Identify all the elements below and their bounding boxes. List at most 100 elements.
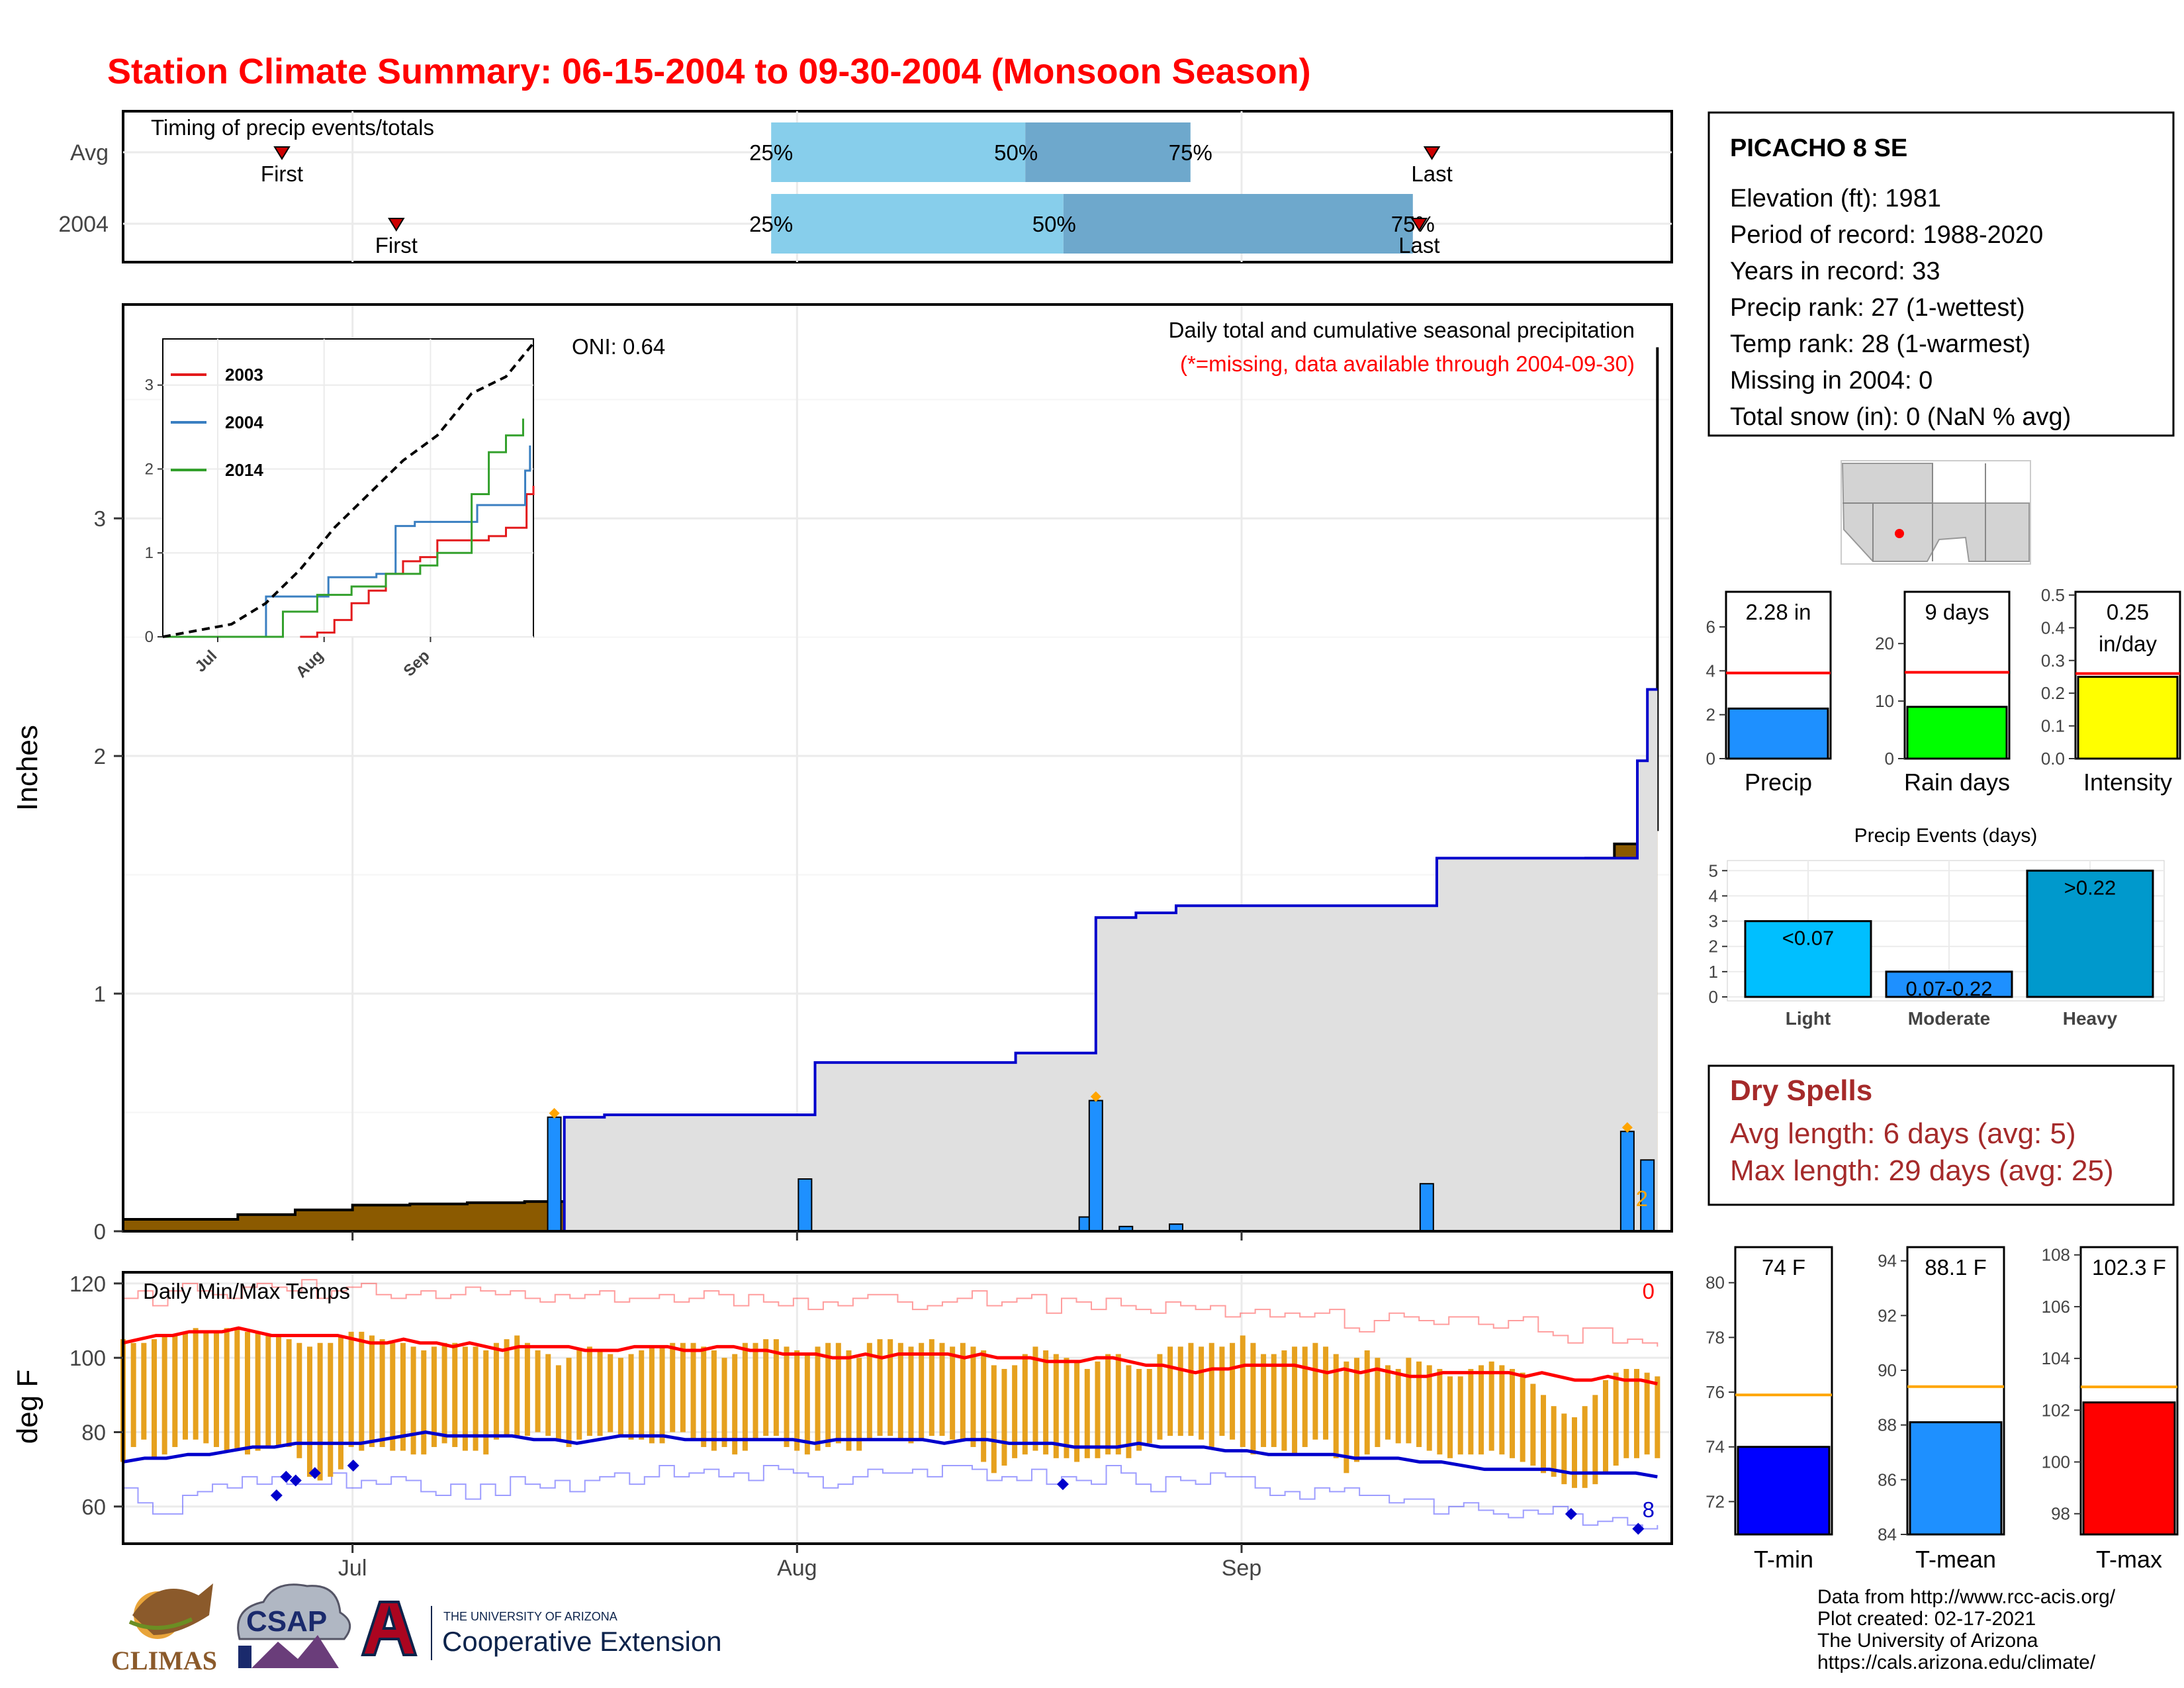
temp-summary-y-tick-label: 80	[1706, 1273, 1725, 1293]
summary-bar-y-tick-label: 20	[1875, 633, 1894, 653]
daily-temp-bar	[1022, 1354, 1028, 1455]
events-bar-light	[1744, 920, 1872, 998]
page-title: Station Climate Summary: 06-15-2004 to 0…	[107, 52, 1311, 91]
ua-logo-big-text: Cooperative Extension	[442, 1626, 722, 1657]
temp-summary-value	[1737, 1446, 1831, 1536]
precip-panel: 0 1 2 3 Daily total and cumulative seasonal…	[11, 303, 1673, 1244]
daily-temp-bar	[1240, 1335, 1246, 1447]
daily-temp-bar	[1001, 1369, 1007, 1466]
inset-legend-label: 2003	[225, 365, 263, 385]
daily-temp-bar	[887, 1339, 893, 1436]
daily-temp-bar	[866, 1342, 872, 1440]
daily-temp-bar	[1572, 1417, 1578, 1488]
events-bar-label: <0.07	[1782, 927, 1834, 950]
temp-summary-bar-t-mean: 88.1 F 84 86 88 90 92 94 T-mean	[1878, 1246, 2005, 1573]
daily-temp-bar	[1530, 1383, 1536, 1466]
summary-bar-y-tick-label: 0.0	[2041, 749, 2065, 769]
summary-bar-value-label: in/day	[2099, 632, 2158, 656]
record-low-marker	[1565, 1508, 1577, 1521]
temp-summary-y-tick-label: 76	[1706, 1382, 1725, 1402]
first-event-label: First	[375, 233, 418, 258]
daily-temp-bar	[1541, 1395, 1547, 1474]
temp-summary-y-tick-label: 72	[1706, 1491, 1725, 1511]
daily-temp-bar	[1468, 1369, 1474, 1455]
daily-temp-bar	[1219, 1346, 1225, 1436]
first-event-marker	[388, 218, 405, 232]
inset-legend-label: 2014	[225, 460, 263, 480]
daily-temp-bar	[919, 1342, 925, 1440]
daily-temp-bar	[213, 1331, 219, 1447]
csap-logo-text: CSAP	[246, 1605, 327, 1638]
temp-panel-frame	[122, 1271, 1673, 1545]
daily-temp-bar	[804, 1354, 810, 1455]
daily-temp-bar	[608, 1354, 614, 1432]
events-bar-heavy	[2026, 869, 2154, 998]
inset-series-2004	[163, 445, 531, 638]
daily-temp-bar	[659, 1346, 665, 1444]
daily-temp-bar	[1230, 1342, 1236, 1440]
precip-panel-title: Daily total and cumulative seasonal prec…	[1169, 318, 1635, 342]
timing-panel: 25% 50% 75% First Last 25% 50% 75% First Last Tim…	[58, 110, 1673, 263]
daily-temp-bar	[493, 1342, 499, 1440]
daily-temp-bar	[784, 1346, 790, 1447]
daily-temp-bar	[1064, 1358, 1069, 1458]
record-low-marker	[308, 1467, 321, 1479]
station-line-snow: Total snow (in): 0 (NaN % avg)	[1730, 403, 2071, 431]
daily-temp-bar	[566, 1358, 572, 1447]
last-event-label: Last	[1398, 233, 1439, 258]
station-line-precip-rank: Precip rank: 27 (1-wettest)	[1730, 294, 2025, 322]
precip-y-axis-label: Inches	[11, 725, 44, 811]
daily-temp-bar	[701, 1346, 707, 1447]
daily-temp-bar	[1479, 1365, 1484, 1455]
temp-y-tick-label: 60	[81, 1495, 106, 1519]
daily-temp-bar	[1343, 1361, 1349, 1474]
events-chart-title: Precip Events (days)	[1854, 825, 2038, 847]
daily-temp-bar	[586, 1346, 592, 1436]
daily-temp-bar	[970, 1346, 976, 1447]
summary-bar-y-tick-label: 0.2	[2041, 683, 2065, 703]
daily-temp-bar	[296, 1342, 302, 1458]
daily-temp-bar	[379, 1339, 385, 1447]
precip-corner-count: 2	[1636, 1186, 1648, 1211]
daily-temp-bar	[897, 1342, 903, 1440]
climas-logo-text: CLIMAS	[111, 1646, 217, 1675]
summary-bar-y-tick-label: 0	[1885, 749, 1894, 769]
record-low-line	[123, 1465, 1659, 1530]
station-line-temp-rank: Temp rank: 28 (1-warmest)	[1730, 330, 2030, 358]
station-info-box: PICACHO 8 SE Elevation (ft): 1981 Period…	[1707, 111, 2175, 437]
first-event-marker	[273, 146, 291, 160]
daily-temp-bar	[1126, 1365, 1132, 1458]
avg-low-line	[122, 1430, 1658, 1479]
daily-temp-bar	[680, 1342, 686, 1432]
daily-temp-bar	[1364, 1350, 1370, 1455]
record-low-marker	[270, 1489, 283, 1501]
summary-bar-y-tick-label: 0.1	[2041, 716, 2065, 736]
summary-bar-intensity: 0.25 in/day 0.0 0.1 0.2 0.3 0.4 0.5 Intensity	[2041, 585, 2181, 796]
summary-bar-y-tick-label: 0	[1706, 749, 1715, 769]
temp-summary-value-label: 74 F	[1762, 1255, 1805, 1280]
daily-temp-bar	[1271, 1354, 1277, 1447]
summary-bar-value	[2077, 675, 2179, 760]
csap-logo: CSAP	[237, 1583, 351, 1668]
quartile-25-label: 25%	[749, 212, 793, 236]
daily-temp-bar	[1157, 1354, 1163, 1440]
station-line-years: Years in record: 33	[1730, 258, 1940, 285]
last-event-marker	[1423, 146, 1441, 160]
precip-panel-frame	[122, 303, 1673, 1233]
record-low-marker	[1056, 1478, 1069, 1491]
temp-y-tick-label: 80	[81, 1421, 106, 1445]
daily-temp-bar	[711, 1350, 717, 1451]
daily-temp-bar	[369, 1335, 375, 1447]
first-event-label: First	[261, 162, 303, 186]
temp-summary-y-tick-label: 98	[2051, 1504, 2070, 1524]
temp-x-tick-label: Sep	[1222, 1556, 1262, 1581]
daily-temp-bar	[752, 1342, 758, 1440]
daily-temp-bar	[286, 1339, 292, 1447]
temp-summary-y-tick-label: 100	[2042, 1452, 2070, 1472]
record-low-marker	[347, 1460, 359, 1472]
daily-temp-bar	[939, 1342, 945, 1436]
temp-y-axis-label: deg F	[11, 1370, 44, 1444]
climas-logo-wave	[128, 1617, 193, 1630]
quartile-box-light	[771, 122, 1026, 182]
station-box-frame	[1707, 111, 2175, 437]
